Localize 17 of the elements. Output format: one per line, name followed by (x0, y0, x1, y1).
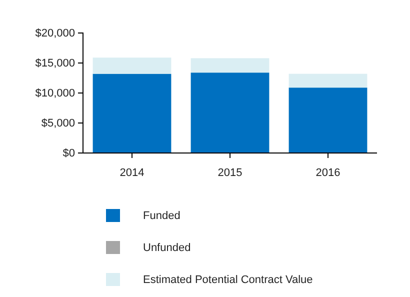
legend-label: Unfunded (143, 242, 191, 254)
y-tick-label: $15,000 (35, 58, 75, 70)
bar (92, 58, 172, 74)
bar (92, 74, 172, 153)
bar (288, 88, 368, 153)
bar (190, 72, 270, 153)
legend-label: Funded (143, 210, 180, 222)
bar (190, 58, 270, 73)
y-tick-label: $5,000 (41, 118, 75, 130)
bar (288, 74, 368, 88)
x-tick-label: 2015 (218, 166, 242, 179)
y-tick-label: $20,000 (35, 28, 75, 40)
x-tick-label: 2014 (120, 166, 144, 179)
x-tick-label: 2016 (316, 166, 340, 179)
y-tick-label: $0 (62, 148, 75, 160)
y-tick-label: $10,000 (35, 88, 75, 100)
legend-label: Estimated Potential Contract Value (143, 274, 313, 286)
